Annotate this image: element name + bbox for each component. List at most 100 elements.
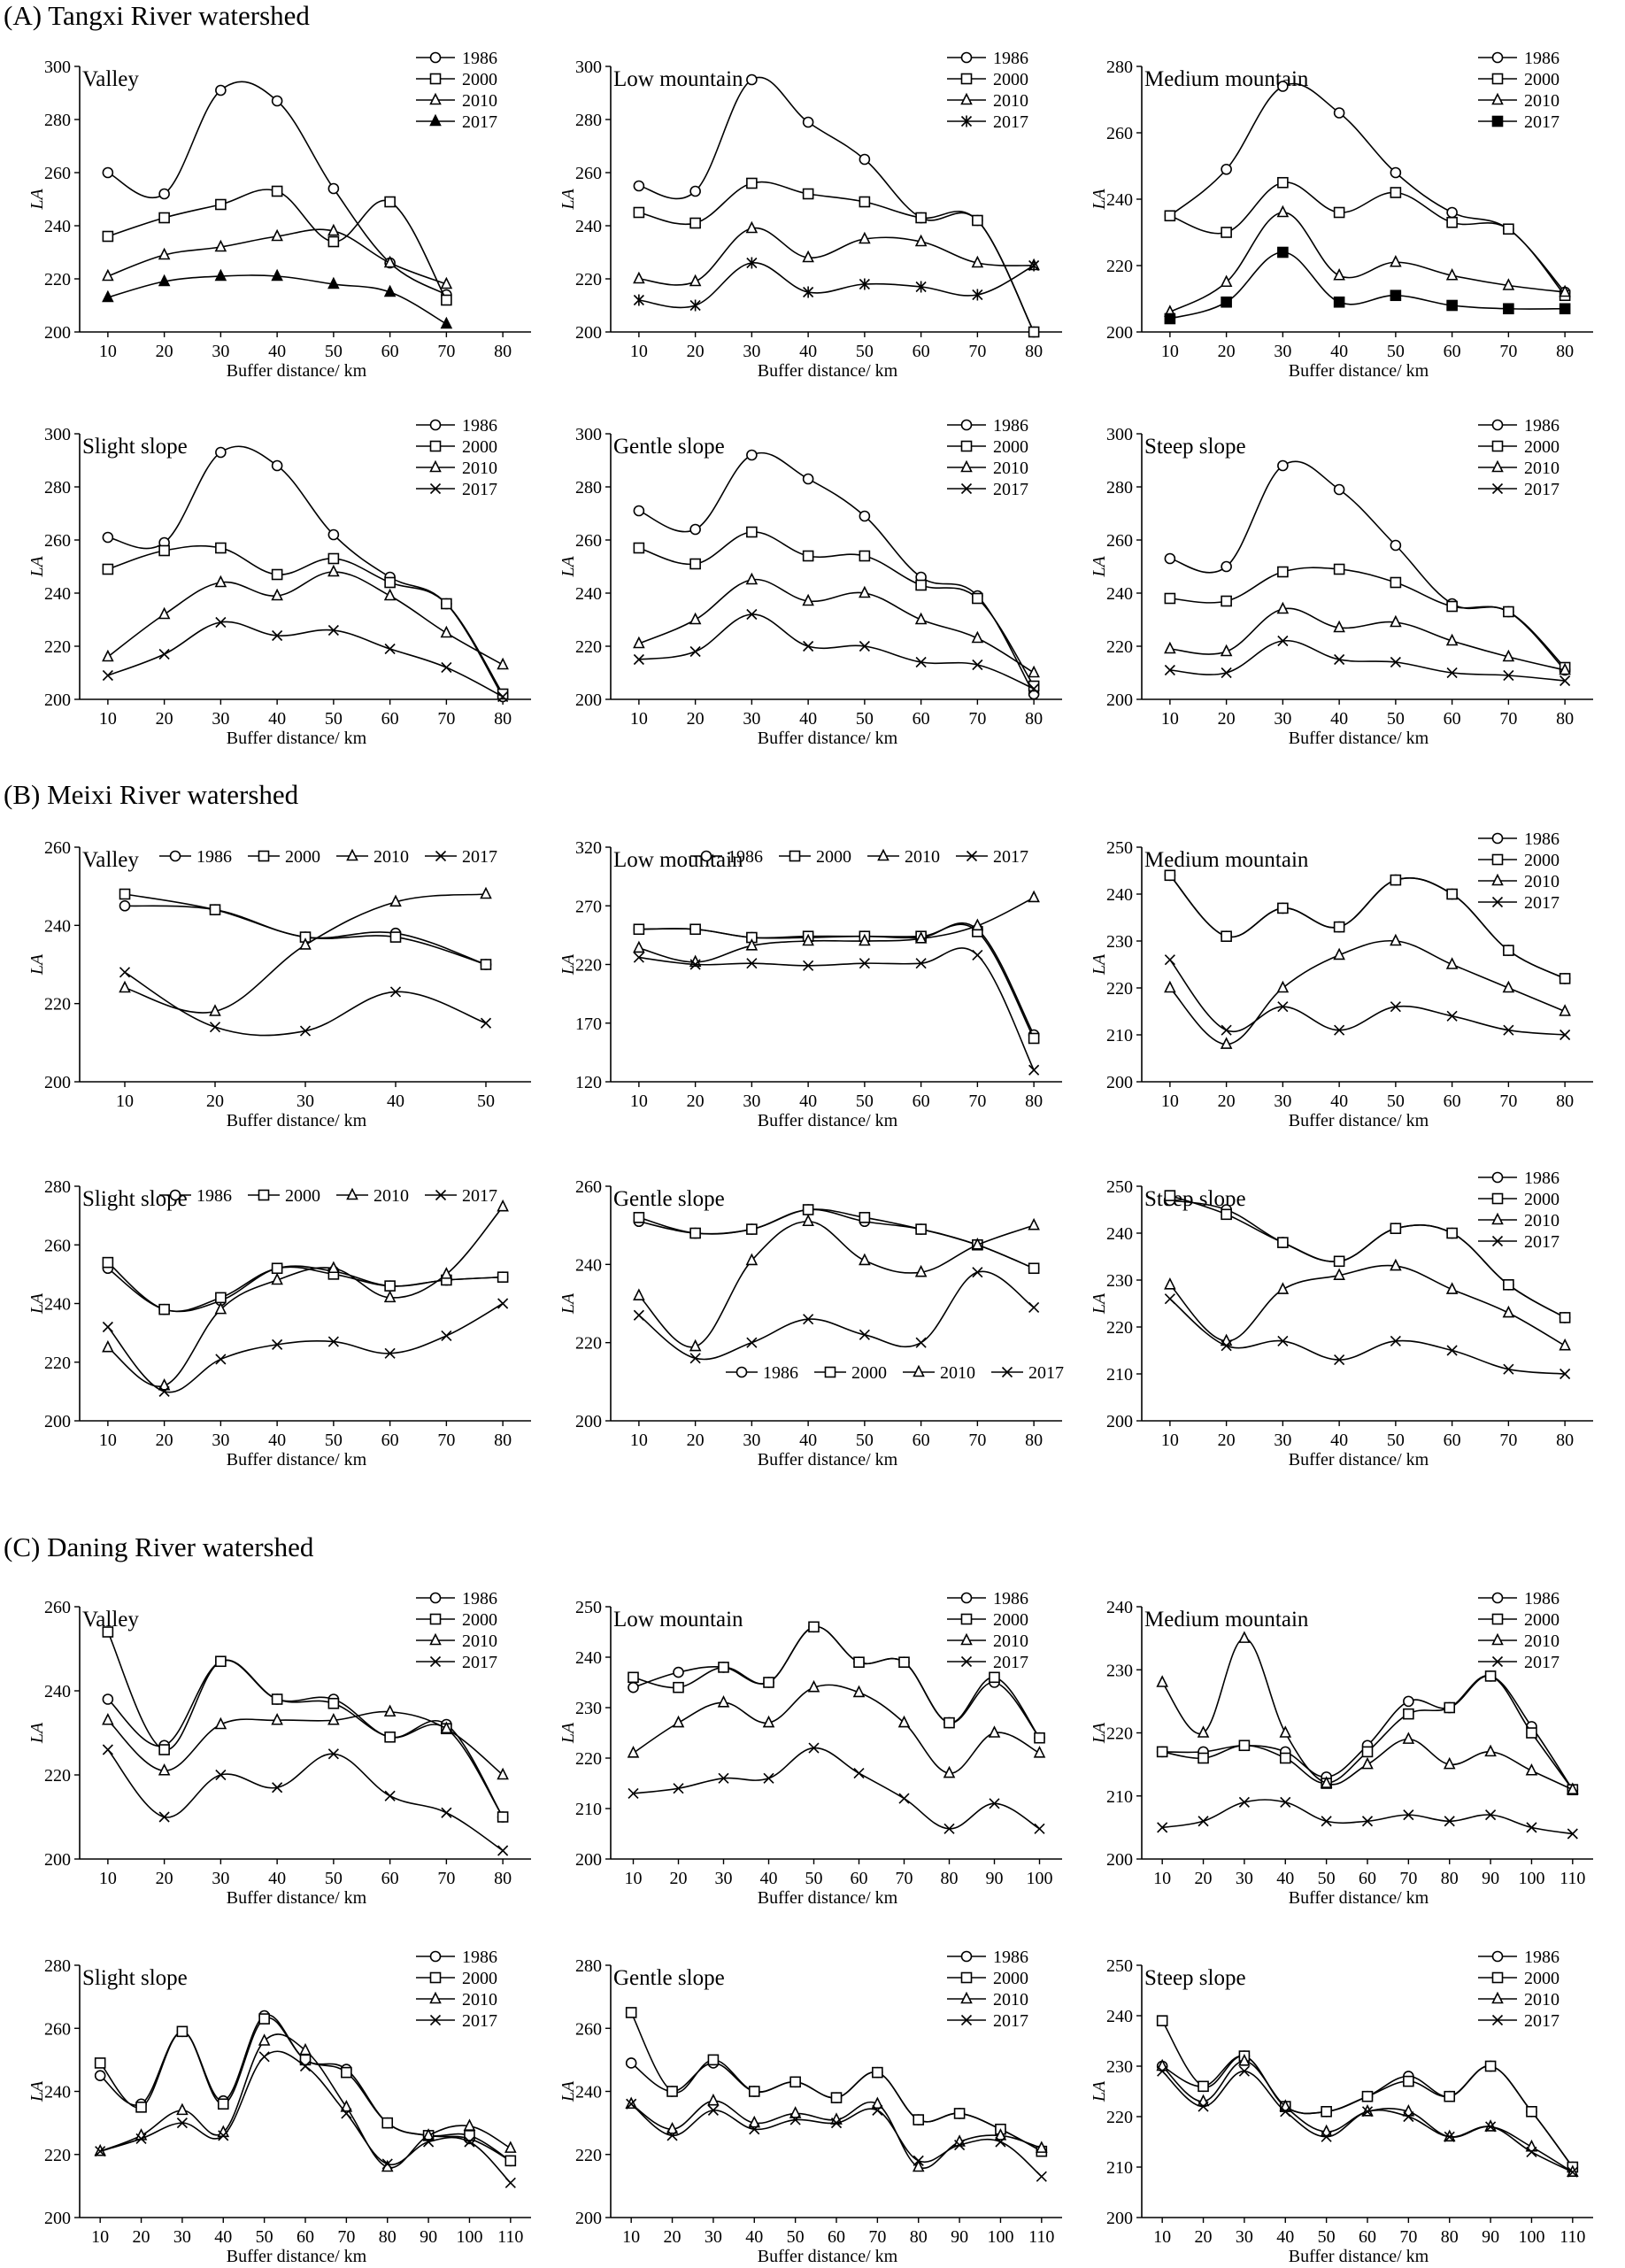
- data-point: [1333, 1255, 1345, 1268]
- series-2000: [1164, 563, 1571, 674]
- y-tick-label: 240: [1106, 1598, 1133, 1617]
- data-point: [1164, 210, 1176, 222]
- data-point: [1559, 973, 1571, 984]
- x-axis-label: Buffer distance/ km: [227, 729, 367, 748]
- data-point: [1034, 1823, 1045, 1834]
- data-point: [158, 1303, 170, 1315]
- data-point: [214, 268, 227, 282]
- legend-marker: [429, 1950, 442, 1963]
- legend-label: 1986: [196, 1186, 232, 1206]
- x-tick-label: 10: [116, 1092, 134, 1111]
- data-point: [1390, 933, 1402, 946]
- data-point: [666, 2121, 679, 2134]
- data-point: [943, 1765, 956, 1778]
- data-point: [763, 1677, 774, 1688]
- data-point: [1198, 2101, 1209, 2112]
- x-tick-label: 20: [156, 1869, 173, 1888]
- data-point: [746, 526, 758, 538]
- series-line: [638, 947, 1035, 1071]
- data-point: [1446, 888, 1458, 900]
- data-point: [497, 1845, 509, 1856]
- data-point: [119, 967, 131, 978]
- legend-label: 2017: [993, 847, 1028, 867]
- data-point: [859, 640, 870, 652]
- series-line: [1162, 1675, 1574, 1791]
- x-tick-label: 10: [1153, 1869, 1171, 1888]
- data-point: [327, 1748, 339, 1760]
- data-point: [1277, 176, 1289, 189]
- x-tick-label: 50: [477, 1092, 495, 1111]
- data-point: [689, 645, 701, 658]
- x-tick-label: 30: [212, 709, 229, 729]
- y-tick-label: 210: [1106, 1026, 1133, 1045]
- data-point: [673, 1783, 684, 1794]
- data-point: [915, 1223, 927, 1235]
- data-point: [1238, 2065, 1250, 2077]
- data-point: [1277, 1335, 1289, 1346]
- data-point: [1502, 649, 1515, 662]
- data-point: [214, 575, 227, 588]
- y-tick-label: 260: [575, 2019, 602, 2039]
- data-point: [803, 286, 814, 298]
- data-point: [1028, 326, 1040, 338]
- series-2000: [1164, 1190, 1571, 1323]
- series-2010: [94, 2033, 517, 2172]
- x-tick-label: 100: [1518, 1869, 1544, 1888]
- x-tick-label: 70: [437, 1431, 455, 1450]
- y-tick-label: 200: [44, 1412, 71, 1431]
- data-point: [746, 958, 758, 969]
- series-2017: [102, 268, 453, 329]
- data-point: [327, 624, 339, 636]
- x-tick-label: 70: [1399, 1869, 1417, 1888]
- data-point: [989, 1671, 1000, 1684]
- x-tick-label: 80: [941, 1869, 959, 1888]
- series-2010: [1164, 601, 1571, 675]
- legend-label: 2000: [993, 437, 1028, 457]
- data-point: [972, 1267, 983, 1278]
- series-2010: [1156, 1631, 1579, 1794]
- chart-svg: 200 220 240 260 10 20 30 40 50 60 70 80 Buffer dista…: [27, 1589, 531, 1908]
- data-point: [913, 2155, 924, 2166]
- x-tick-label: 60: [913, 1092, 930, 1111]
- data-point: [802, 933, 814, 946]
- y-axis-label: LA: [1090, 953, 1109, 976]
- data-point: [272, 1338, 283, 1350]
- series-line: [107, 621, 504, 698]
- legend-marker: [913, 1364, 925, 1377]
- data-point: [341, 2108, 352, 2119]
- x-tick-label: 30: [743, 1092, 760, 1111]
- x-tick-label: 20: [1218, 709, 1236, 729]
- data-point: [1238, 1631, 1251, 1643]
- series-2017: [633, 1267, 1040, 1364]
- x-tick-label: 70: [1399, 2227, 1417, 2247]
- x-tick-label: 70: [1499, 1431, 1517, 1450]
- x-tick-label: 30: [297, 1092, 314, 1111]
- series-line: [99, 2050, 512, 2184]
- data-point: [215, 1655, 227, 1668]
- x-tick-label: 30: [212, 1431, 229, 1450]
- data-point: [633, 271, 645, 284]
- data-point: [135, 2102, 147, 2113]
- data-point: [1164, 980, 1176, 993]
- y-tick-label: 200: [44, 1850, 71, 1870]
- data-point: [1443, 1756, 1456, 1770]
- data-point: [214, 1301, 227, 1315]
- data-point: [954, 2139, 966, 2151]
- data-point: [441, 294, 452, 306]
- legend-label: 2017: [462, 480, 497, 499]
- x-tick-label: 40: [268, 342, 286, 361]
- data-point: [1157, 1822, 1168, 1833]
- legend-marker: [960, 1971, 973, 1984]
- data-point: [853, 1768, 865, 1779]
- series-line: [1169, 607, 1566, 671]
- data-point: [1276, 601, 1290, 614]
- data-point: [1320, 2124, 1333, 2137]
- x-axis-label: Buffer distance/ km: [227, 1888, 367, 1908]
- series-1986: [102, 445, 509, 703]
- legend-marker: [960, 51, 973, 64]
